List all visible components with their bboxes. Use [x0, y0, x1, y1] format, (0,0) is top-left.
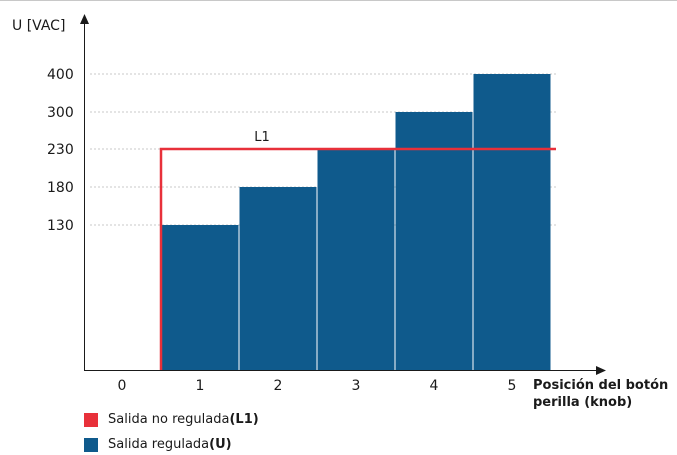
top-border	[0, 0, 677, 1]
bar-chart: L1 130 180 230 300 400 0 1 2 3 4 5 U [VAC] Posici…	[12, 14, 668, 410]
x-tick-label: 3	[352, 378, 361, 394]
y-tick-label: 230	[47, 142, 74, 158]
y-tick-label: 300	[47, 105, 74, 121]
x-axis-label-line1: Posición del botón	[533, 378, 668, 393]
l1-reference-line	[159, 147, 556, 370]
legend-label-l1: Salida no regulada	[108, 412, 230, 427]
y-tick-labels: 130 180 230 300 400	[47, 67, 74, 234]
x-tick-label: 2	[274, 378, 283, 394]
legend-label-u-code: (U)	[209, 437, 232, 452]
x-axis-label-line2: perilla (knob)	[533, 395, 632, 410]
bar-1	[161, 225, 239, 370]
legend-swatch-l1	[84, 412, 98, 427]
x-tick-label: 4	[430, 378, 439, 394]
bar-3	[317, 149, 395, 370]
x-tick-label: 0	[118, 378, 127, 394]
y-tick-label: 130	[47, 218, 74, 234]
x-axis-arrow-icon	[596, 366, 606, 375]
x-tick-label: 5	[508, 378, 517, 394]
bar-4	[395, 112, 473, 370]
legend-label-l1-code: (L1)	[229, 412, 259, 427]
x-tick-labels: 0 1 2 3 4 5	[118, 378, 517, 394]
legend-item-u: Salida regulada (U)	[84, 437, 232, 452]
x-tick-label: 1	[196, 378, 205, 394]
bar-5	[473, 74, 551, 370]
y-axis-label: U [VAC]	[12, 18, 65, 34]
legend-item-l1: Salida no regulada (L1)	[84, 412, 259, 427]
bars	[161, 74, 551, 370]
l1-label: L1	[254, 130, 270, 145]
y-tick-label: 180	[47, 180, 74, 196]
legend-swatch-u	[84, 437, 98, 452]
y-axis-arrow-icon	[80, 14, 89, 24]
legend-label-u: Salida regulada	[108, 437, 210, 452]
y-tick-label: 400	[47, 67, 74, 83]
bar-2	[239, 187, 317, 370]
